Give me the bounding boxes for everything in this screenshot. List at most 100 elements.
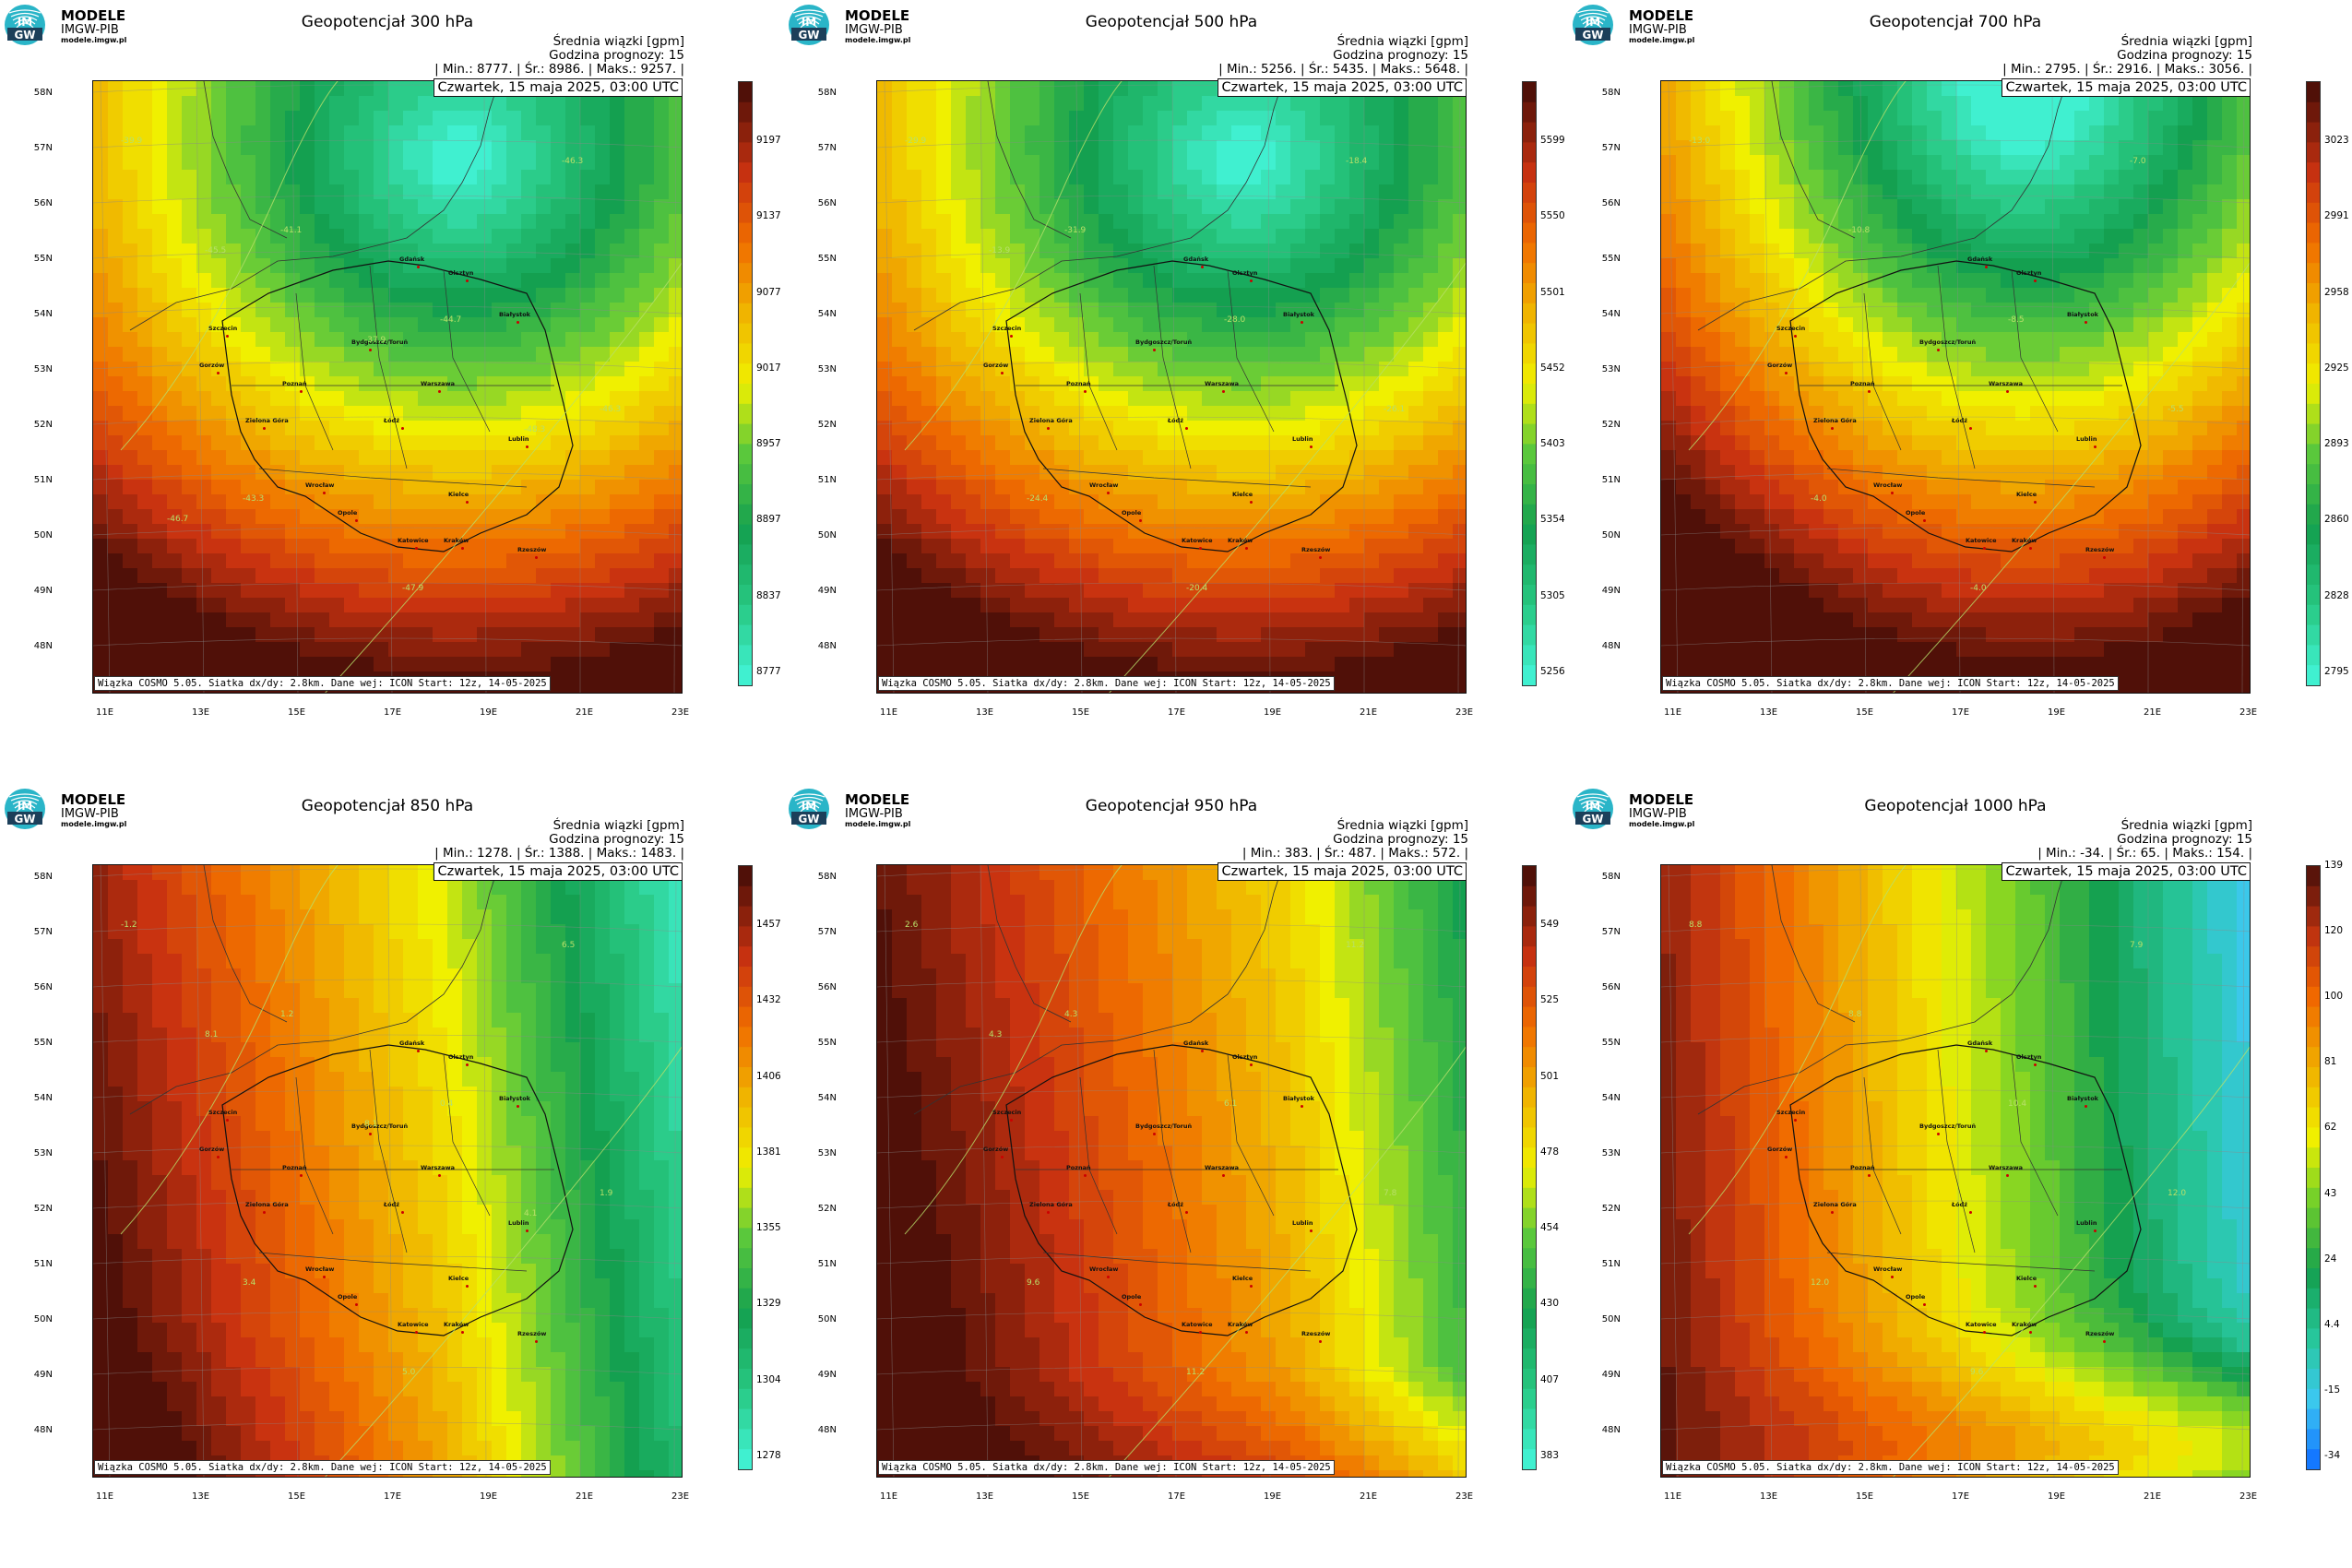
contour-label: 1.9 <box>600 1189 613 1198</box>
city-label: Białystok <box>1283 1095 1314 1102</box>
city-marker-icon <box>1221 1174 1225 1177</box>
city-label: Białystok <box>499 311 530 318</box>
colorbar-tick-label: 4.4 <box>2324 1318 2340 1330</box>
city-marker-icon <box>1984 1050 1988 1052</box>
contour-label: 11.2 <box>1186 1368 1206 1377</box>
lat-tick-label: 48N <box>817 641 837 651</box>
lon-tick-label: 13E <box>976 1491 994 1502</box>
city-marker-icon <box>414 1331 418 1334</box>
contour-label: 3.4 <box>243 1278 256 1288</box>
brand-url[interactable]: modele.imgw.pl <box>1629 36 1695 44</box>
colorbar <box>738 865 753 1470</box>
brand-url[interactable]: modele.imgw.pl <box>1629 820 1695 828</box>
city-label: Szczecin <box>992 325 1022 332</box>
footer-info: Wiązka COSMO 5.05. Siatka dx/dy: 2.8km. … <box>1662 1460 2119 1475</box>
lon-tick-label: 19E <box>1264 707 1282 718</box>
lon-tick-label: 21E <box>2144 707 2162 718</box>
colorbar-tick-label: 478 <box>1540 1146 1560 1158</box>
contour-label: -44.7 <box>440 315 462 325</box>
city-marker-icon <box>2028 547 2032 550</box>
colorbar-tick-label: 1304 <box>756 1373 781 1385</box>
city-label: Olsztyn <box>2016 1053 2042 1061</box>
city-label: Gdańsk <box>1967 1039 1993 1047</box>
brand-url[interactable]: modele.imgw.pl <box>61 820 127 828</box>
city-marker-icon <box>368 349 372 351</box>
colorbar-tick-label: 8957 <box>756 438 781 450</box>
panel-title: Geopotencjał 700 hPa <box>1869 13 2042 31</box>
panel-title: Geopotencjał 1000 hPa <box>1864 797 2047 815</box>
valid-time: Czwartek, 15 maja 2025, 03:00 UTC <box>2002 862 2251 881</box>
stats-line: | Min.: 5256. | Śr.: 5435. | Maks.: 5648… <box>1218 62 1468 77</box>
contour-label: -10.8 <box>1848 226 1871 235</box>
brand-url[interactable]: modele.imgw.pl <box>845 820 911 828</box>
city-label: Warszawa <box>1989 1164 2023 1171</box>
city-marker-icon <box>1867 390 1871 393</box>
city-label: Rzeszów <box>2085 546 2115 553</box>
lat-tick-label: 51N <box>817 475 837 485</box>
city-marker-icon <box>1922 1303 1926 1306</box>
colorbar-tick-label: 9197 <box>756 135 781 146</box>
city-label: Kielce <box>1232 1275 1253 1282</box>
lon-tick-label: 15E <box>1072 707 1090 718</box>
lat-tick-label: 48N <box>1601 1425 1621 1435</box>
lon-tick-label: 13E <box>976 707 994 718</box>
contour-label: 9.6 <box>1027 1278 1040 1288</box>
contour-label: -8.5 <box>2008 315 2025 325</box>
city-marker-icon <box>516 321 519 324</box>
city-marker-icon <box>1793 1119 1797 1122</box>
contour-label: 2.6 <box>905 921 919 930</box>
lat-tick-label: 52N <box>1601 1204 1621 1214</box>
city-label: Wrocław <box>1089 1265 1119 1273</box>
city-marker-icon <box>299 1174 303 1177</box>
brand-name: MODELE <box>845 7 910 24</box>
lat-tick-label: 58N <box>817 88 837 98</box>
city-marker-icon <box>2093 445 2097 448</box>
city-label: Opole <box>1906 1293 1926 1301</box>
city-label: Bydgoszcz/Toruń <box>1135 1123 1193 1130</box>
colorbar-tick-label: 81 <box>2324 1056 2337 1068</box>
city-marker-icon <box>400 1211 404 1214</box>
contour-label: -20.4 <box>1186 584 1208 593</box>
forecast-hour: Godzina prognozy: 15 <box>2117 832 2252 847</box>
city-label: Kielce <box>448 491 469 498</box>
colorbar-tick-label: -15 <box>2324 1384 2341 1396</box>
colorbar-tick-label: 5550 <box>1540 210 1565 222</box>
city-marker-icon <box>2005 390 2009 393</box>
valid-time: Czwartek, 15 maja 2025, 03:00 UTC <box>1218 862 1467 881</box>
city-label: Warszawa <box>421 380 455 387</box>
city-label: Kielce <box>2016 1275 2037 1282</box>
colorbar-tick-label: 5354 <box>1540 514 1565 526</box>
colorbar-tick-label: 1329 <box>756 1298 781 1310</box>
city-marker-icon <box>416 1050 420 1052</box>
brand-org: IMGW-PIB <box>845 23 903 37</box>
lat-tick-label: 55N <box>817 254 837 264</box>
lon-tick-label: 21E <box>576 707 594 718</box>
city-label: Zielona Góra <box>1813 417 1857 424</box>
colorbar-tick-label: 5305 <box>1540 589 1565 601</box>
stats-line: | Min.: 1278. | Śr.: 1388. | Maks.: 1483… <box>434 846 684 861</box>
lat-tick-label: 51N <box>817 1259 837 1269</box>
lat-tick-label: 52N <box>33 1204 53 1214</box>
city-marker-icon <box>1922 519 1926 522</box>
city-marker-icon <box>460 1331 464 1334</box>
city-marker-icon <box>1936 349 1940 351</box>
city-marker-icon <box>1318 556 1322 559</box>
lon-tick-label: 19E <box>480 707 498 718</box>
lat-tick-label: 53N <box>33 1148 53 1158</box>
city-marker-icon <box>1982 1331 1986 1334</box>
mean-label: Średnia wiązki [gpm] <box>2120 818 2252 833</box>
city-label: Zielona Góra <box>1813 1201 1857 1208</box>
colorbar-tick-label: 1432 <box>756 994 781 1006</box>
lon-tick-label: 17E <box>1168 1491 1186 1502</box>
city-label: Kielce <box>1232 491 1253 498</box>
contour-label: 12.0 <box>1811 1278 1830 1288</box>
lon-tick-label: 21E <box>1360 707 1378 718</box>
brand-name: MODELE <box>845 791 910 808</box>
brand-url[interactable]: modele.imgw.pl <box>61 36 127 44</box>
valid-time: Czwartek, 15 maja 2025, 03:00 UTC <box>434 78 683 97</box>
colorbar <box>1522 81 1537 686</box>
brand-url[interactable]: modele.imgw.pl <box>845 36 911 44</box>
lon-tick-label: 19E <box>2048 707 2066 718</box>
lon-tick-label: 21E <box>1360 1491 1378 1502</box>
city-label: Łódź <box>384 1201 400 1208</box>
